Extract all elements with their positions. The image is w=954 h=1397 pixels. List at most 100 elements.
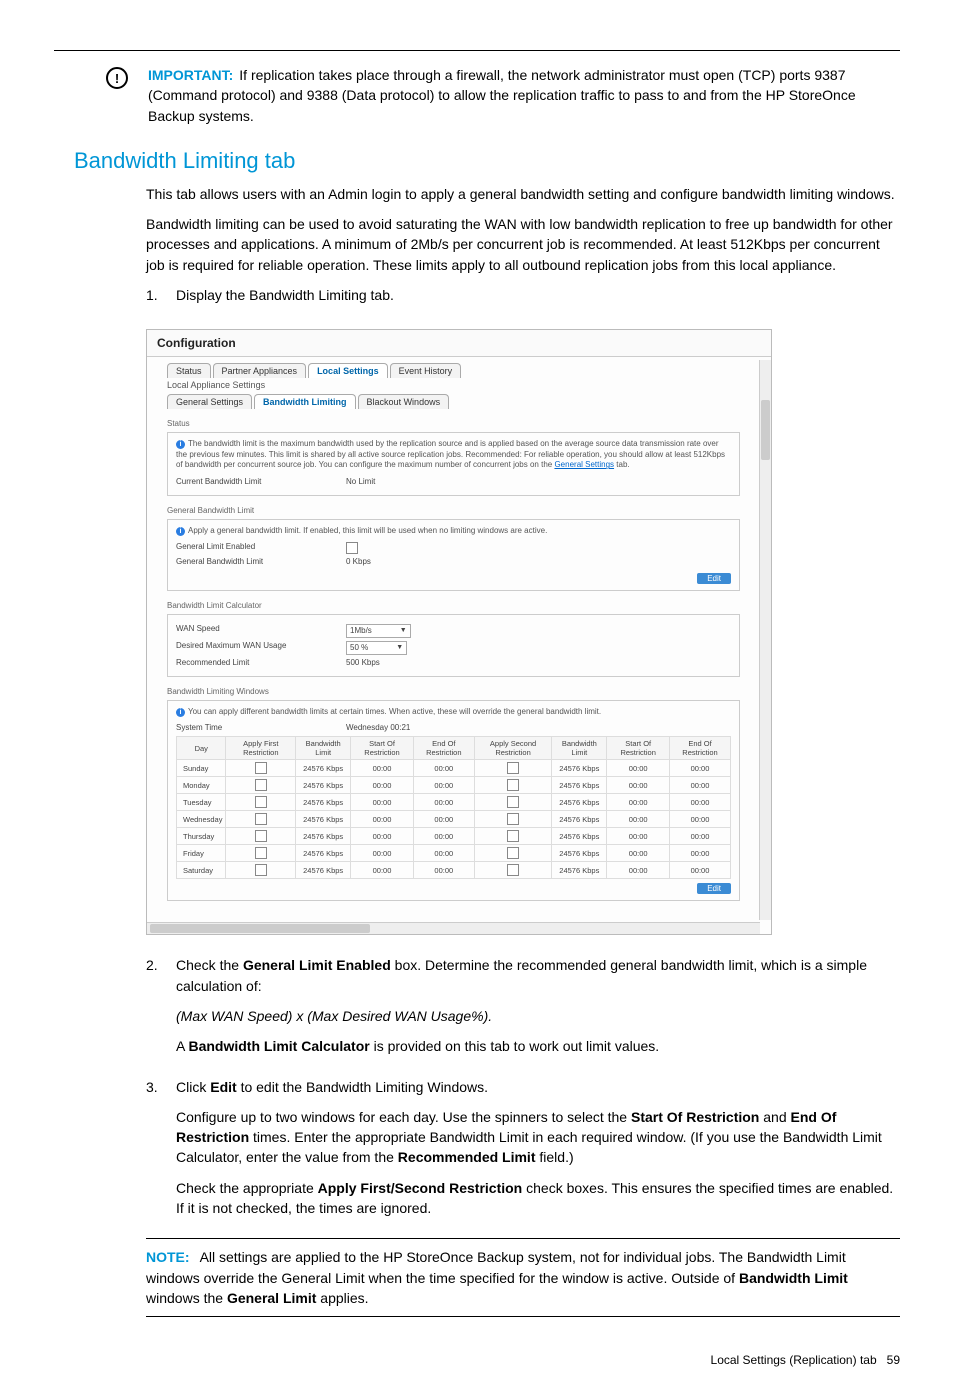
restriction-checkbox[interactable] <box>255 779 267 791</box>
bw-limit-calc-bold: Bandwidth Limit Calculator <box>188 1038 369 1054</box>
table-row: Saturday24576 Kbps00:0000:0024576 Kbps00… <box>177 862 731 879</box>
general-info: iApply a general bandwidth limit. If ena… <box>176 526 731 536</box>
gen-enabled-checkbox[interactable] <box>346 542 358 554</box>
calc-panel: WAN Speed 1Mb/s▼ Desired Maximum WAN Usa… <box>167 614 740 677</box>
table-cell-day: Sunday <box>177 760 226 777</box>
table-cell: 24576 Kbps <box>552 760 607 777</box>
table-cell: 00:00 <box>670 811 731 828</box>
step-num-1: 1. <box>146 285 176 315</box>
vertical-scrollbar[interactable] <box>759 360 771 920</box>
table-cell: 24576 Kbps <box>552 794 607 811</box>
table-cell: 00:00 <box>670 760 731 777</box>
note-label: NOTE: <box>146 1249 190 1265</box>
table-row: Monday24576 Kbps00:0000:0024576 Kbps00:0… <box>177 777 731 794</box>
top-rule <box>54 50 900 51</box>
rec-limit-value: 500 Kbps <box>346 658 380 667</box>
restriction-checkbox[interactable] <box>255 830 267 842</box>
sys-time-value: Wednesday 00:21 <box>346 723 410 732</box>
table-cell: 00:00 <box>670 862 731 879</box>
restriction-checkbox[interactable] <box>507 796 519 808</box>
wan-speed-dropdown[interactable]: 1Mb/s▼ <box>346 624 411 638</box>
tab-blackout-windows[interactable]: Blackout Windows <box>358 394 450 409</box>
edit-button-windows[interactable]: Edit <box>697 883 731 894</box>
current-limit-value: No Limit <box>346 477 375 486</box>
tab-partner-appliances[interactable]: Partner Appliances <box>213 363 307 378</box>
table-cell: 00:00 <box>413 794 474 811</box>
table-cell: 24576 Kbps <box>296 760 351 777</box>
table-cell: 24576 Kbps <box>552 811 607 828</box>
table-cell-checkbox <box>226 828 296 845</box>
table-cell-checkbox <box>226 794 296 811</box>
table-cell: 24576 Kbps <box>296 777 351 794</box>
wan-usage-label: Desired Maximum WAN Usage <box>176 641 346 655</box>
general-settings-link[interactable]: General Settings <box>554 460 614 469</box>
table-cell: 24576 Kbps <box>296 794 351 811</box>
ss-window-title: Configuration <box>147 330 771 357</box>
chevron-down-icon: ▼ <box>400 627 407 634</box>
table-cell: 00:00 <box>670 777 731 794</box>
table-cell: 00:00 <box>607 760 670 777</box>
table-header: End Of Restriction <box>413 737 474 760</box>
restriction-checkbox[interactable] <box>255 796 267 808</box>
footer-page: 59 <box>887 1353 900 1367</box>
intro-p2: Bandwidth limiting can be used to avoid … <box>146 214 900 275</box>
wan-speed-label: WAN Speed <box>176 624 346 638</box>
status-panel: iThe bandwidth limit is the maximum band… <box>167 432 740 495</box>
restriction-checkbox[interactable] <box>255 847 267 859</box>
tabbar-inner: General Settings Bandwidth Limiting Blac… <box>167 394 740 409</box>
tab-general-settings[interactable]: General Settings <box>167 394 252 409</box>
gen-limit-label: General Bandwidth Limit <box>176 557 346 566</box>
note-rule-top <box>146 1238 900 1239</box>
table-row: Thursday24576 Kbps00:0000:0024576 Kbps00… <box>177 828 731 845</box>
table-cell: 00:00 <box>607 794 670 811</box>
tab-local-settings[interactable]: Local Settings <box>308 363 388 378</box>
restriction-checkbox[interactable] <box>507 847 519 859</box>
tab-event-history[interactable]: Event History <box>390 363 462 378</box>
wan-usage-dropdown[interactable]: 50 %▼ <box>346 641 407 655</box>
table-cell: 00:00 <box>607 845 670 862</box>
windows-table: DayApply First RestrictionBandwidth Limi… <box>176 736 731 879</box>
sub-header-local: Local Appliance Settings <box>167 380 740 390</box>
table-cell-checkbox <box>474 828 552 845</box>
table-header: Apply First Restriction <box>226 737 296 760</box>
table-cell: 00:00 <box>670 845 731 862</box>
restriction-checkbox[interactable] <box>507 864 519 876</box>
restriction-checkbox[interactable] <box>507 813 519 825</box>
restriction-checkbox[interactable] <box>255 813 267 825</box>
restriction-checkbox[interactable] <box>255 864 267 876</box>
table-header: Apply Second Restriction <box>474 737 552 760</box>
important-icon: ! <box>106 67 128 89</box>
table-cell-day: Friday <box>177 845 226 862</box>
table-header: Day <box>177 737 226 760</box>
tab-status[interactable]: Status <box>167 363 211 378</box>
step-1-text: Display the Bandwidth Limiting tab. <box>176 285 900 305</box>
rec-limit-label: Recommended Limit <box>176 658 346 667</box>
table-cell-day: Tuesday <box>177 794 226 811</box>
table-cell-checkbox <box>474 811 552 828</box>
table-cell-checkbox <box>474 794 552 811</box>
table-cell: 00:00 <box>351 760 414 777</box>
table-cell: 00:00 <box>607 811 670 828</box>
restriction-checkbox[interactable] <box>507 830 519 842</box>
tab-bandwidth-limiting[interactable]: Bandwidth Limiting <box>254 394 356 409</box>
step-num-2: 2. <box>146 955 176 1066</box>
step-3-line1: Click Edit to edit the Bandwidth Limitin… <box>176 1077 900 1097</box>
table-cell: 00:00 <box>351 845 414 862</box>
important-body: If replication takes place through a fir… <box>148 67 856 124</box>
edit-button-general[interactable]: Edit <box>697 573 731 584</box>
step-num-3: 3. <box>146 1077 176 1229</box>
info-icon: i <box>176 527 185 536</box>
general-panel: iApply a general bandwidth limit. If ena… <box>167 519 740 591</box>
intro-p1: This tab allows users with an Admin logi… <box>146 184 900 204</box>
horizontal-scrollbar[interactable] <box>147 922 760 934</box>
calc-label: Bandwidth Limit Calculator <box>167 601 740 610</box>
general-bw-label: General Bandwidth Limit <box>167 506 740 515</box>
restriction-checkbox[interactable] <box>255 762 267 774</box>
table-row: Tuesday24576 Kbps00:0000:0024576 Kbps00:… <box>177 794 731 811</box>
restriction-checkbox[interactable] <box>507 779 519 791</box>
table-cell: 00:00 <box>351 794 414 811</box>
section-title: Bandwidth Limiting tab <box>74 148 900 174</box>
restriction-checkbox[interactable] <box>507 762 519 774</box>
table-cell-checkbox <box>226 760 296 777</box>
note-rule-bottom <box>146 1316 900 1317</box>
